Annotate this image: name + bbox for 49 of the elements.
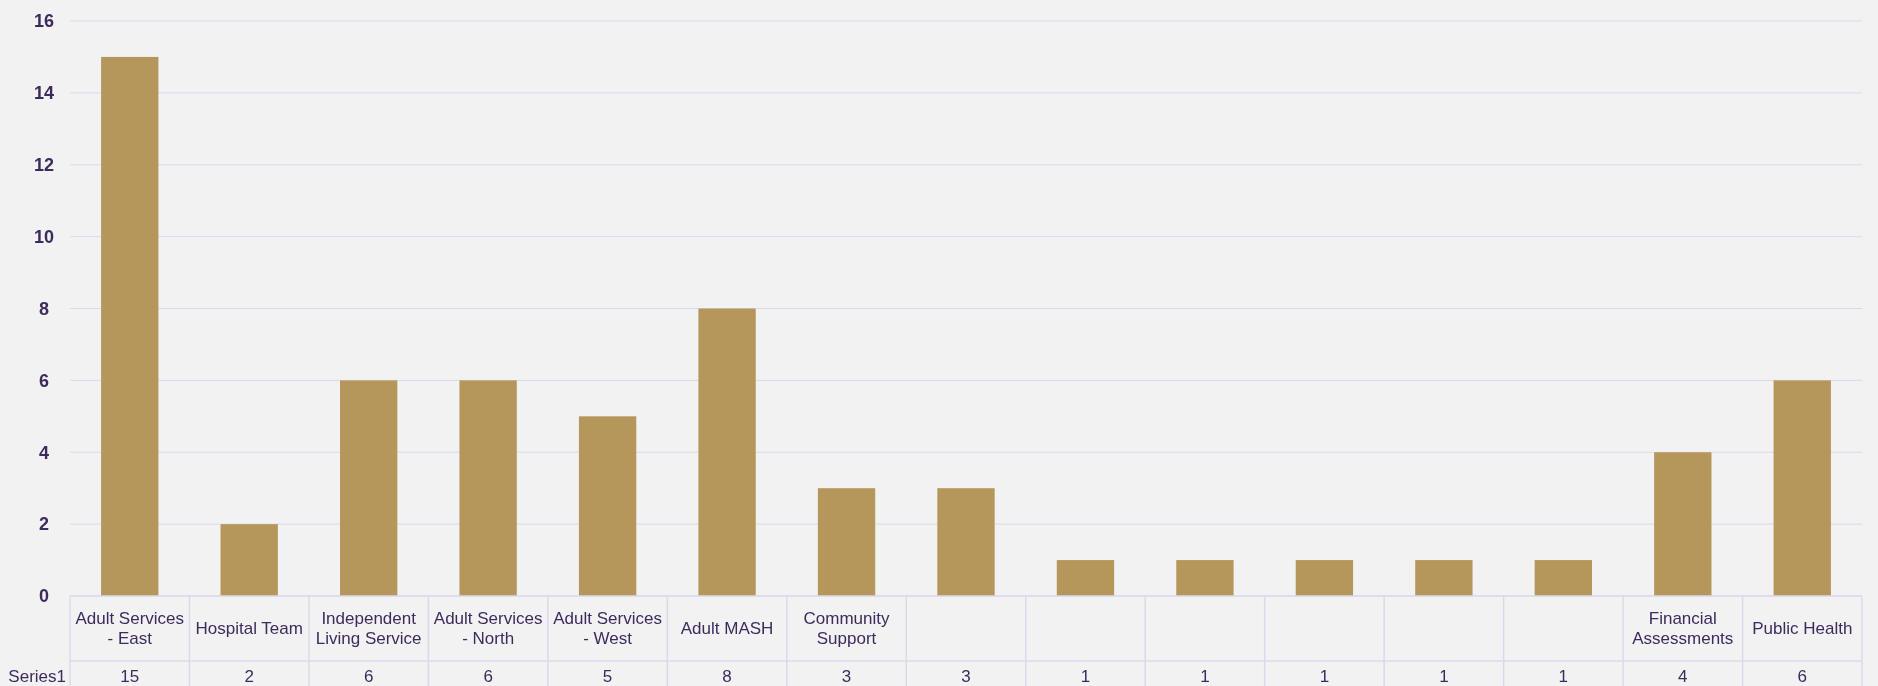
data-label: 15 [120, 666, 140, 686]
bar [1654, 452, 1712, 596]
x-tick-label: Adult MASH [680, 619, 774, 639]
data-label: 6 [483, 666, 493, 686]
x-tick-label: Public Health [1752, 619, 1853, 639]
bar [937, 488, 995, 596]
data-label: 1 [1319, 666, 1330, 686]
bar [101, 56, 159, 596]
data-label: 3 [841, 666, 852, 686]
x-tick-label: Community Support [803, 609, 891, 649]
bar [1534, 560, 1592, 596]
data-label: 1 [1080, 666, 1091, 686]
bar [1176, 560, 1234, 596]
data-label: 5 [602, 666, 613, 686]
y-tick-label: 16 [33, 11, 55, 32]
y-tick-label: 12 [33, 155, 55, 176]
x-tick-label: Adult Services - West [553, 609, 662, 649]
data-label: 2 [244, 666, 254, 686]
bar [817, 488, 876, 596]
y-tick-label: 14 [33, 83, 55, 104]
x-tick-label: Adult Services - East [75, 609, 185, 649]
data-label: 1 [1439, 666, 1449, 686]
data-label: 1 [1558, 666, 1569, 686]
x-tick-label: Adult Services - North [433, 609, 543, 649]
x-tick-label: Hospital Team [195, 619, 303, 639]
x-tick-label: Financial Assessments [1632, 609, 1734, 649]
data-label: 8 [722, 666, 732, 686]
bar [1773, 380, 1831, 596]
bar [340, 380, 398, 596]
y-tick-label: 2 [38, 514, 50, 535]
data-label: 6 [1797, 666, 1807, 686]
bar [1295, 560, 1354, 596]
y-tick-label: 6 [38, 370, 50, 391]
data-label: 6 [363, 666, 374, 686]
y-tick-label: 10 [33, 226, 55, 247]
bar [698, 308, 756, 596]
bar [220, 524, 278, 596]
y-tick-label: 4 [38, 442, 50, 463]
data-label: 1 [1200, 666, 1210, 686]
data-label: 4 [1678, 666, 1688, 686]
y-tick-label: 0 [38, 586, 50, 607]
bar [1415, 560, 1473, 596]
x-tick-label: Independent Living Service [315, 609, 422, 649]
data-label: 3 [961, 666, 971, 686]
text: Series1 [8, 666, 66, 686]
bar [1056, 560, 1115, 596]
y-tick-label: 8 [38, 298, 50, 319]
bar [578, 416, 637, 596]
bar [459, 380, 517, 596]
